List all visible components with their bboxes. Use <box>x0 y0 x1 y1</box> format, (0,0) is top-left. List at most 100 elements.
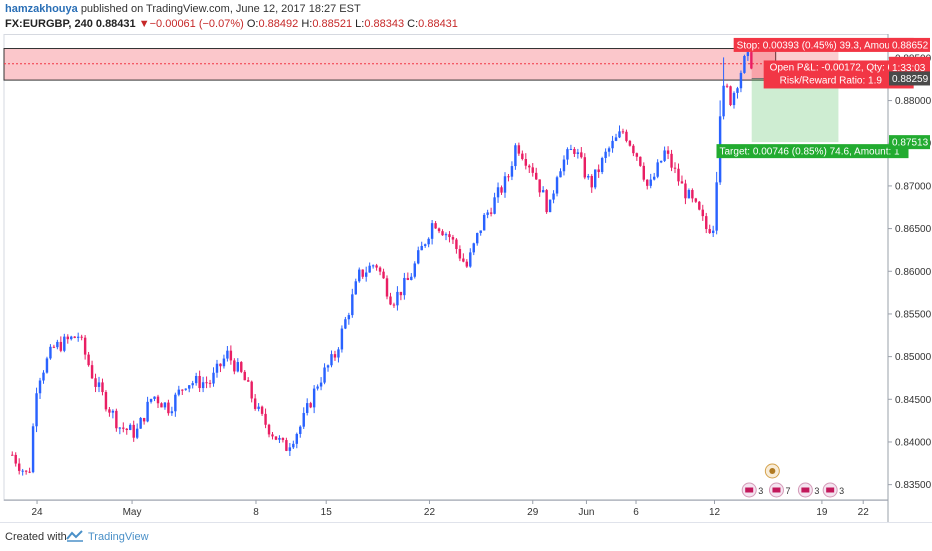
x-tick-label: 6 <box>633 507 639 518</box>
stop-label: Stop: 0.00393 (0.45%) 39.3, Amount: <box>737 40 902 51</box>
candle-body <box>528 165 531 168</box>
candle-body <box>111 410 115 413</box>
candle-body <box>118 427 122 429</box>
candle-body <box>201 382 205 389</box>
candle-body <box>524 159 528 166</box>
candle-body <box>205 382 208 384</box>
candle-body <box>392 304 396 306</box>
candle-body <box>236 362 240 372</box>
candle-body <box>725 85 729 87</box>
candles <box>11 49 753 476</box>
candle-body <box>31 426 35 473</box>
candle-body <box>562 159 566 172</box>
candle-body <box>146 401 149 422</box>
candle-body <box>729 86 732 106</box>
candle-body <box>427 238 430 245</box>
candle-body <box>70 336 73 340</box>
target-label: Target: 0.00746 (0.85%) 74.6, Amount: 1 <box>720 147 901 158</box>
candle-body <box>659 160 663 163</box>
y-tick-label: 0.86500 <box>895 224 932 235</box>
candle-body <box>371 265 375 267</box>
candle-body <box>149 398 153 402</box>
candle-body <box>302 412 305 427</box>
candle-body <box>326 365 330 368</box>
event-badge-count: 3 <box>758 486 763 496</box>
candle-body <box>333 354 337 358</box>
candle-body <box>403 277 406 296</box>
target-zone <box>751 78 839 143</box>
candle-body <box>142 417 146 422</box>
candle-body <box>469 252 472 267</box>
candle-body <box>215 363 219 373</box>
candle-body <box>413 263 416 277</box>
candle-body <box>465 261 469 267</box>
price-chart[interactable]: 0.83500 0.84000 0.84500 0.85000 0.85500 0.860… <box>0 34 932 522</box>
price-tag-label: 0.87513 <box>892 138 929 149</box>
candle-body <box>677 168 680 182</box>
candle-body <box>476 233 479 244</box>
plot-area <box>3 34 889 501</box>
candle-body <box>684 183 687 199</box>
low-label: L: <box>355 18 365 30</box>
candle-body <box>496 187 500 198</box>
candle-body <box>750 52 753 69</box>
candle-body <box>222 358 226 367</box>
event-flag-inner <box>801 487 810 493</box>
candle-body <box>132 424 135 438</box>
candle-body <box>694 198 698 202</box>
last-price: 0.88431 <box>95 18 136 30</box>
candle-body <box>108 409 111 413</box>
candle-body <box>21 470 24 472</box>
candle-body <box>597 169 600 173</box>
price-tag-bg <box>889 135 930 150</box>
candle-body <box>122 427 125 429</box>
x-tick-label: 22 <box>858 507 870 518</box>
candle-body <box>368 265 371 273</box>
price-tag-label: 0.88259 <box>892 74 929 85</box>
candle-body <box>423 244 427 246</box>
ohlc-line: FX:EURGBP, 240 0.88431 ▼−0.00061 (−0.07%… <box>5 18 458 30</box>
candle-body <box>354 281 357 295</box>
candle-body <box>385 278 389 297</box>
candle-body <box>736 88 739 93</box>
candle-body <box>500 187 503 193</box>
y-tick-label: 0.83500 <box>895 480 932 491</box>
x-tick-label: 24 <box>31 507 43 518</box>
y-tick-label: 0.84000 <box>895 437 932 448</box>
tradingview-logo-icon <box>66 530 83 542</box>
x-tick-label: 8 <box>253 507 259 518</box>
candle-body <box>396 291 399 306</box>
candle-body <box>486 212 489 215</box>
candle-body <box>670 153 673 168</box>
candle-body <box>340 328 344 350</box>
candle-body <box>271 434 274 437</box>
candle-body <box>632 145 635 154</box>
candle-body <box>455 239 458 250</box>
candle-body <box>337 349 340 358</box>
candle-body <box>42 372 45 381</box>
candle-body <box>347 315 351 320</box>
candle-body <box>35 393 38 427</box>
open-value: 0.88492 <box>258 18 299 30</box>
candle-body <box>184 388 187 390</box>
candle-body <box>45 358 49 373</box>
candle-body <box>555 177 559 194</box>
pnl-box <box>763 60 914 89</box>
x-tick-label: Jun <box>578 507 594 518</box>
candle-body <box>73 336 76 338</box>
candle-body <box>680 181 684 184</box>
candle-body <box>104 392 108 410</box>
candle-body <box>406 277 410 281</box>
candle-body <box>194 375 198 384</box>
price-tag-label: 1:33:03 <box>892 63 926 74</box>
candle-body <box>666 150 670 154</box>
candle-body <box>705 216 708 230</box>
candle-body <box>226 350 229 359</box>
price-change: ▼−0.00061 (−0.07%) <box>138 18 244 30</box>
candle-body <box>600 158 604 173</box>
author-link[interactable]: hamzakhouya <box>5 3 78 15</box>
candle-body <box>191 383 194 386</box>
candle-body <box>521 153 524 160</box>
candle-body <box>160 403 163 408</box>
tradingview-brand-link[interactable]: TradingView <box>88 531 149 543</box>
